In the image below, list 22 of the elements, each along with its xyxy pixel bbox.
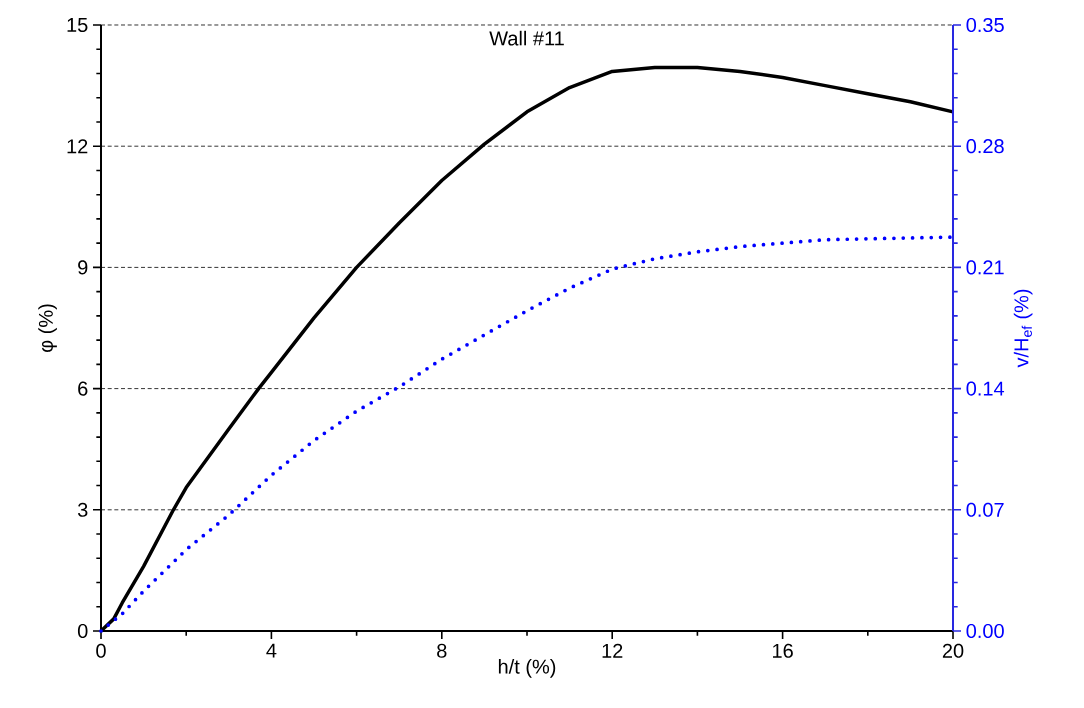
x-axis-title: h/t (%) bbox=[498, 659, 556, 678]
y2-tick-label: 0.14 bbox=[966, 381, 1005, 396]
x-tick-label: 20 bbox=[942, 643, 964, 658]
x-tick-label: 8 bbox=[437, 643, 447, 658]
y-tick-label: 6 bbox=[78, 381, 88, 396]
x-tick-label: 0 bbox=[96, 643, 106, 658]
y-tick-label: 3 bbox=[77, 502, 88, 517]
y2-tick-label: 0.35 bbox=[966, 17, 1004, 33]
y-axis-title: φ (%) bbox=[38, 304, 57, 352]
y2-tick-label: 0.00 bbox=[966, 623, 1004, 639]
y2-tick-label: 0.07 bbox=[966, 502, 1004, 517]
y2-axis-title: v/H$_{ef}$ (%) bbox=[1013, 289, 1033, 368]
y-tick-label: 0 bbox=[77, 623, 88, 639]
x-tick-label: 4 bbox=[266, 643, 277, 658]
y2-tick-label: 0.28 bbox=[966, 139, 1004, 154]
x-tick-label: 16 bbox=[773, 643, 793, 658]
x-tick-label: 12 bbox=[602, 643, 623, 658]
y2-tick-label: 0.21 bbox=[966, 260, 1004, 275]
chart-title: Wall #11 bbox=[489, 30, 564, 46]
y-tick-label: 15 bbox=[67, 18, 88, 32]
y-tick-label: 12 bbox=[67, 139, 88, 154]
y-tick-label: 9 bbox=[78, 260, 88, 275]
